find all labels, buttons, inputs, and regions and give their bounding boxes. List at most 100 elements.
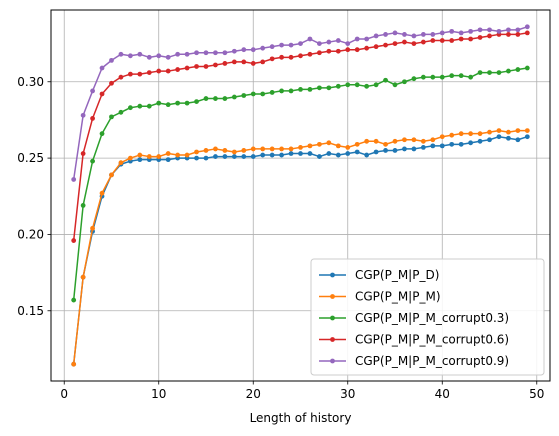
data-point [515, 32, 521, 37]
data-point [468, 74, 474, 80]
y-tick-label: 0.15 [17, 304, 44, 318]
data-point [402, 32, 407, 37]
data-point [411, 41, 417, 46]
data-point [317, 141, 322, 147]
data-point [165, 68, 171, 74]
data-point [165, 151, 171, 156]
data-point [109, 57, 114, 63]
data-point [307, 51, 313, 57]
data-point [222, 50, 228, 56]
data-point [213, 154, 218, 159]
data-point [524, 30, 530, 36]
data-point [354, 47, 360, 53]
legend-swatch-marker [330, 272, 335, 278]
data-point [99, 190, 105, 196]
data-point [203, 50, 209, 56]
data-point [496, 28, 502, 34]
data-point [506, 27, 511, 33]
legend-item: CGP(P_M|P_M_corrupt0.6) [319, 333, 509, 347]
data-point [420, 32, 426, 37]
legend-item: CGP(P_M|P_D) [319, 268, 439, 282]
data-point [477, 27, 483, 33]
data-point [487, 70, 492, 75]
data-point [279, 152, 284, 158]
data-point [430, 74, 436, 80]
legend-label: CGP(P_M|P_M) [355, 290, 441, 304]
data-point [515, 67, 521, 72]
data-point [364, 152, 370, 158]
data-point [194, 64, 199, 69]
data-point [288, 146, 294, 152]
legend-item: CGP(P_M|P_M_corrupt0.3) [319, 311, 509, 325]
data-point [279, 88, 284, 94]
data-point [213, 146, 218, 152]
data-point [477, 138, 483, 144]
series-line [72, 26, 528, 180]
data-point [260, 59, 266, 65]
data-point [364, 83, 370, 89]
data-point [506, 135, 511, 141]
data-point [90, 88, 95, 94]
y-tick-label: 0.25 [17, 151, 44, 165]
data-point [392, 148, 398, 153]
data-point [430, 38, 436, 43]
data-point [165, 102, 171, 108]
data-point [458, 131, 464, 137]
data-point [411, 146, 417, 152]
data-point [175, 152, 181, 158]
data-point [222, 96, 228, 101]
legend-label: CGP(P_M|P_M_corrupt0.3) [355, 311, 509, 325]
data-point [146, 154, 152, 159]
series-group [71, 24, 530, 367]
data-point [392, 30, 398, 36]
data-point [137, 152, 143, 158]
data-point [156, 53, 162, 59]
data-point [241, 154, 247, 159]
data-point [439, 74, 445, 80]
data-point [156, 100, 162, 106]
x-tick-label: 40 [435, 387, 450, 401]
data-point [524, 65, 530, 71]
data-point [260, 45, 266, 51]
x-tick-label: 20 [246, 387, 261, 401]
data-point [298, 151, 303, 156]
data-point [80, 112, 86, 118]
data-point [146, 54, 152, 60]
data-point [71, 177, 77, 182]
data-point [468, 28, 474, 34]
data-point [184, 152, 190, 158]
data-point [71, 361, 77, 367]
ticks: 0 10 20 30 40 50 0.15 0.20 0.25 0.30 [17, 75, 544, 401]
data-point [345, 47, 351, 53]
data-point [90, 115, 95, 121]
x-tick-label: 30 [340, 387, 355, 401]
plot-frame [50, 9, 551, 382]
data-point [231, 94, 237, 100]
data-point [250, 154, 256, 159]
data-point [99, 131, 105, 137]
data-point [156, 154, 162, 159]
data-point [137, 103, 143, 109]
legend-label: CGP(P_M|P_M_corrupt0.6) [355, 333, 509, 347]
data-point [354, 82, 360, 88]
data-point [420, 74, 426, 80]
data-point [127, 71, 133, 77]
data-point [109, 172, 114, 178]
data-point [506, 129, 511, 135]
data-point [468, 36, 474, 42]
data-point [383, 32, 388, 37]
data-point [524, 24, 530, 30]
series-5 [71, 24, 530, 182]
data-point [326, 85, 332, 91]
data-point [71, 297, 77, 303]
data-point [383, 141, 388, 147]
data-point [269, 44, 275, 50]
legend-swatch-marker [330, 294, 335, 299]
data-point [298, 86, 303, 92]
data-point [80, 274, 86, 280]
data-point [364, 45, 370, 51]
data-point [80, 151, 86, 156]
y-tick-label: 0.20 [17, 227, 44, 241]
data-point [477, 131, 483, 137]
